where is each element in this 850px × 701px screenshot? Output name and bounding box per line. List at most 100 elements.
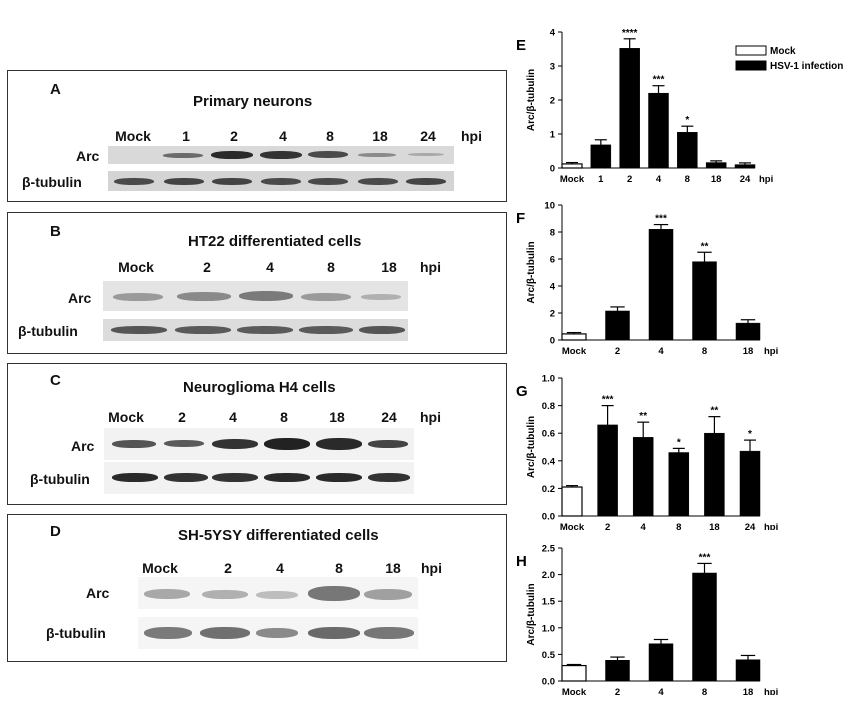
blot-band	[164, 178, 204, 185]
blot-band	[406, 178, 446, 185]
blot-band	[364, 589, 412, 600]
bar	[561, 664, 587, 682]
blot-band	[212, 178, 252, 185]
lane-label: Mock	[108, 409, 144, 425]
blot-band	[144, 589, 190, 599]
y-tick-label: 0.0	[542, 677, 555, 688]
panel-letter: E	[516, 37, 526, 54]
panel-letter: F	[516, 210, 525, 227]
blot-band	[358, 153, 396, 157]
blot-band	[359, 326, 405, 334]
y-tick-label: 0	[550, 336, 555, 347]
bar	[648, 643, 674, 682]
x-tick-label: 2	[615, 346, 620, 357]
bar	[705, 162, 727, 169]
y-tick-label: 2.0	[542, 570, 555, 581]
bar	[561, 163, 583, 169]
blot-band	[164, 473, 208, 482]
x-tick-label: 18	[743, 346, 754, 357]
lane-label: 2	[230, 128, 238, 144]
blot-band	[237, 326, 293, 334]
x-tick-label: 4	[641, 522, 647, 530]
panel-title: SH-5YSY differentiated cells	[178, 527, 379, 544]
blot-band	[212, 473, 258, 482]
panel-letter: D	[50, 523, 61, 540]
blot-band	[308, 151, 348, 158]
bar-chart-f: F 0 2 4 6 8 10 Arc/β-tubulin Mock 2 *** 4 ** 8 18 hpi	[516, 201, 778, 358]
bar	[597, 424, 618, 517]
y-tick-label: 2	[550, 96, 555, 107]
bar	[692, 261, 717, 341]
bar-chart-g: G0.00.20.40.60.81.0Arc/β-tubulinMock***2…	[516, 374, 778, 531]
panel-title: Neuroglioma H4 cells	[183, 379, 336, 396]
y-tick-label: 2	[550, 309, 555, 320]
x-tick-label: 24	[740, 174, 751, 185]
x-tick-label: Mock	[562, 346, 587, 357]
x-tick-label: 18	[711, 174, 722, 185]
y-tick-label: 6	[550, 255, 555, 266]
bar	[632, 437, 654, 517]
blot-band	[261, 178, 301, 185]
x-tick-label: 2	[605, 522, 610, 530]
lane-label: 4	[279, 128, 287, 144]
y-tick-label: 1.5	[542, 597, 556, 608]
bar	[561, 486, 583, 517]
blot-band	[212, 439, 258, 449]
y-axis-label: Arc/β-tubulin	[526, 241, 537, 303]
x-tick-label: 4	[658, 687, 664, 695]
x-unit-label: hpi	[759, 174, 773, 185]
blot-band	[308, 178, 348, 185]
y-tick-label: 0.5	[542, 650, 556, 661]
blot-band	[358, 178, 398, 185]
significance-label: **	[711, 406, 719, 417]
row-label-arc: Arc	[76, 148, 100, 164]
panel-title: HT22 differentiated cells	[188, 233, 362, 250]
x-tick-label: 8	[702, 346, 707, 357]
panel-letter: B	[50, 223, 61, 240]
blot-band	[308, 627, 360, 639]
significance-label: ***	[699, 552, 711, 563]
blot-band	[211, 151, 253, 159]
blot-strip-tubulin	[103, 319, 408, 341]
lane-label: 2	[178, 409, 186, 425]
bar	[605, 660, 630, 682]
lane-label: 8	[280, 409, 288, 425]
blot-band	[114, 178, 154, 185]
x-unit-label: hpi	[764, 346, 778, 357]
row-label-tubulin: β-tubulin	[22, 174, 82, 190]
legend-label-infection: HSV-1 infection	[770, 61, 843, 72]
blot-band	[364, 627, 414, 639]
y-axis-label: Arc/β-tubulin	[526, 416, 537, 478]
blot-band	[301, 293, 351, 301]
x-tick-label: Mock	[562, 687, 587, 695]
lane-label: 4	[229, 409, 237, 425]
significance-label: *	[677, 437, 681, 448]
lane-label: 8	[327, 259, 335, 275]
blot-band	[144, 627, 192, 639]
lane-label: 24	[381, 409, 397, 425]
significance-label: **	[701, 241, 709, 252]
y-tick-label: 0.4	[542, 456, 556, 467]
legend-label-mock: Mock	[770, 46, 796, 57]
blot-band	[177, 292, 231, 301]
blot-band	[175, 326, 231, 334]
x-tick-label: 2	[615, 687, 620, 695]
lane-label: Mock	[115, 128, 151, 144]
hpi-label: hpi	[420, 259, 441, 275]
x-tick-label: 18	[709, 522, 720, 530]
panel-letter: C	[50, 372, 61, 389]
lane-label: 4	[276, 560, 284, 576]
significance-label: ****	[622, 28, 638, 39]
blot-band	[112, 473, 158, 482]
blot-strip-arc	[104, 428, 414, 460]
blot-band	[368, 440, 408, 448]
row-label-arc: Arc	[71, 438, 95, 454]
x-unit-label: hpi	[764, 687, 778, 695]
bar	[648, 92, 669, 169]
bar	[677, 132, 698, 169]
y-tick-label: 2.5	[542, 544, 556, 555]
bar	[668, 452, 690, 517]
bar	[648, 229, 674, 341]
blot-strip-arc	[108, 146, 454, 164]
lane-label: 4	[266, 259, 274, 275]
